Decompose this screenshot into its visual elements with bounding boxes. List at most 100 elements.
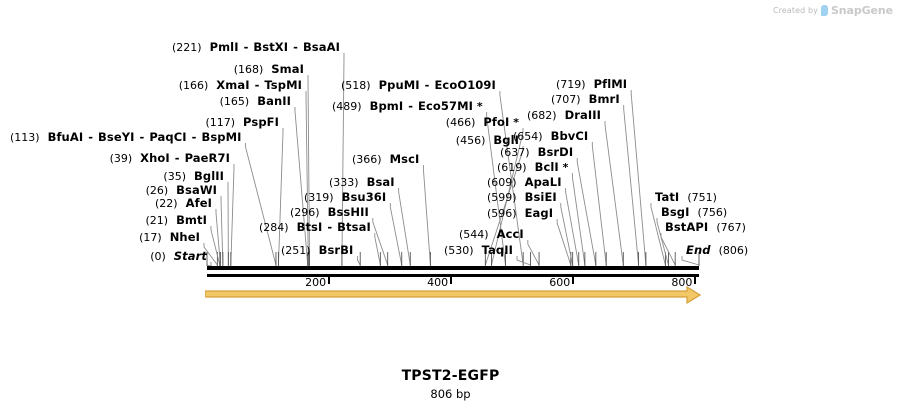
site-leader-line (220, 196, 224, 266)
enzyme-name[interactable]: PfoI (483, 115, 510, 129)
enzyme-name[interactable]: PmlI (209, 40, 239, 54)
restriction-site-label[interactable]: (21) BmtI (145, 214, 207, 227)
restriction-site-label[interactable]: BstAPI (767) (665, 221, 746, 234)
restriction-site-label[interactable]: (544) AccI (459, 228, 524, 241)
restriction-site-label[interactable]: (707) BmrI (551, 93, 620, 106)
enzyme-name[interactable]: End (686, 243, 711, 257)
restriction-site-label[interactable]: (682) DraIII (527, 109, 601, 122)
restriction-site-label[interactable]: (466) PfoI * (446, 116, 519, 129)
enzyme-name[interactable]: AccI (496, 227, 524, 241)
enzyme-name[interactable]: TaqII (481, 243, 514, 257)
restriction-site-label[interactable]: (319) Bsu36I (304, 191, 386, 204)
enzyme-name[interactable]: PaeR7I (184, 151, 230, 165)
enzyme-name[interactable]: DraIII (564, 108, 602, 122)
enzyme-name[interactable]: PflMI (593, 77, 628, 91)
enzyme-name[interactable]: Start (173, 249, 207, 263)
ruler-tick-label: 800 (671, 276, 693, 289)
site-leader-line (230, 164, 235, 266)
enzyme-name[interactable]: BtsI (296, 220, 323, 234)
enzyme-name[interactable]: EcoO109I (434, 78, 496, 92)
enzyme-name[interactable]: BmtI (176, 213, 207, 227)
enzyme-name[interactable]: BsaAI (302, 40, 340, 54)
enzyme-name[interactable]: EagI (524, 206, 554, 220)
restriction-site-label[interactable]: (530) TaqII (444, 244, 513, 257)
enzyme-name[interactable]: ApaLI (524, 175, 562, 189)
enzyme-name[interactable]: BglII (194, 169, 224, 183)
site-leader-line (560, 203, 574, 266)
ruler-tick-mark (328, 277, 331, 284)
restriction-site-label[interactable]: (489) BpmI - Eco57MI * (332, 100, 483, 113)
enzyme-name[interactable]: BglI (493, 133, 519, 147)
restriction-site-label[interactable]: (17) NheI (139, 231, 200, 244)
restriction-site-label[interactable]: (637) BsrDI (500, 146, 573, 159)
restriction-site-label[interactable]: (26) BsaWI (146, 184, 217, 197)
restriction-site-label[interactable]: (165) BanII (220, 95, 291, 108)
enzyme-name[interactable]: BanII (257, 94, 291, 108)
enzyme-name[interactable]: BsrBI (318, 243, 354, 257)
enzyme-name[interactable]: BclI (534, 160, 559, 174)
restriction-site-label[interactable]: (39) XhoI - PaeR7I (110, 152, 230, 165)
enzyme-name[interactable]: BpmI (369, 99, 404, 113)
enzyme-name[interactable]: BsaI (366, 175, 395, 189)
enzyme-name[interactable]: PaqCI (149, 130, 187, 144)
restriction-site-label[interactable]: (333) BsaI (329, 176, 395, 189)
site-position: (251) (281, 244, 311, 257)
restriction-site-label[interactable]: (22) AfeI (155, 197, 212, 210)
enzyme-name[interactable]: BsaWI (176, 183, 217, 197)
orf-arrow-shape[interactable] (205, 286, 701, 304)
ruler-tick-mark (694, 277, 697, 284)
enzyme-name[interactable]: BssHII (327, 205, 369, 219)
restriction-site-label[interactable]: (113) BfuAI - BseYI - PaqCI - BspMI (10, 131, 242, 144)
enzyme-name[interactable]: TspMI (264, 78, 302, 92)
enzyme-name[interactable]: BtsaI (337, 220, 371, 234)
restriction-site-label[interactable]: BsgI (756) (661, 206, 727, 219)
restriction-site-label[interactable]: (518) PpuMI - EcoO109I (341, 79, 496, 92)
restriction-site-label[interactable]: (599) BsiEI (487, 191, 557, 204)
enzyme-name[interactable]: BspMI (201, 130, 242, 144)
sequence-bar-main[interactable] (207, 266, 699, 270)
restriction-site-label[interactable]: (719) PflMI (556, 78, 627, 91)
enzyme-name[interactable]: NheI (169, 230, 200, 244)
restriction-site-label[interactable]: (168) SmaI (234, 63, 304, 76)
restriction-site-label[interactable]: (366) MscI (352, 153, 419, 166)
restriction-site-label[interactable]: (596) EagI (487, 207, 553, 220)
enzyme-name[interactable]: Eco57MI (418, 99, 474, 113)
enzyme-name[interactable]: PspFI (243, 115, 279, 129)
enzyme-name[interactable]: BfuAI (47, 130, 84, 144)
enzyme-name[interactable]: BsiEI (524, 190, 557, 204)
restriction-site-label[interactable]: (654) BbvCI (513, 130, 588, 143)
orf-arrow[interactable] (205, 286, 701, 304)
enzyme-name[interactable]: TatI (655, 190, 680, 204)
enzyme-name[interactable]: BsrDI (537, 145, 574, 159)
restriction-site-label[interactable]: (619) BclI * (497, 161, 568, 174)
enzyme-name[interactable]: Bsu36I (341, 190, 387, 204)
enzyme-name[interactable]: XhoI (140, 151, 170, 165)
enzyme-name[interactable]: BsgI (661, 205, 690, 219)
restriction-site-label[interactable]: (166) XmaI - TspMI (179, 79, 302, 92)
enzyme-name[interactable]: BbvCI (550, 129, 589, 143)
enzyme-name[interactable]: BstAPI (665, 220, 709, 234)
restriction-site-label[interactable]: (284) BtsI - BtsaI (259, 221, 371, 234)
restriction-site-label[interactable]: (251) BsrBI (281, 244, 353, 257)
enzyme-name[interactable]: BseYI (98, 130, 135, 144)
restriction-site-label[interactable]: (221) PmlI - BstXI - BsaAI (172, 41, 340, 54)
enzyme-name[interactable]: AfeI (185, 196, 212, 210)
sequence-bar-baseline (207, 274, 699, 277)
site-position: (682) (527, 109, 557, 122)
restriction-site-label[interactable]: TatI (751) (655, 191, 717, 204)
enzyme-name[interactable]: BstXI (253, 40, 289, 54)
enzyme-name[interactable]: MscI (389, 152, 420, 166)
restriction-site-label[interactable]: (609) ApaLI (487, 176, 562, 189)
enzyme-name[interactable]: PpuMI (378, 78, 420, 92)
restriction-site-label[interactable]: (296) BssHII (290, 206, 369, 219)
restriction-site-label[interactable]: (117) PspFI (205, 116, 279, 129)
enzyme-name[interactable]: BmrI (588, 92, 620, 106)
enzyme-name[interactable]: SmaI (271, 62, 304, 76)
restriction-site-label[interactable]: (456) BglI (456, 134, 519, 147)
restriction-site-label[interactable]: End (806) (686, 244, 748, 257)
restriction-site-label[interactable]: (0) Start (150, 250, 207, 263)
site-position: (654) (513, 130, 543, 143)
enzyme-name[interactable]: XmaI (216, 78, 250, 92)
restriction-site-label[interactable]: (35) BglII (163, 170, 224, 183)
